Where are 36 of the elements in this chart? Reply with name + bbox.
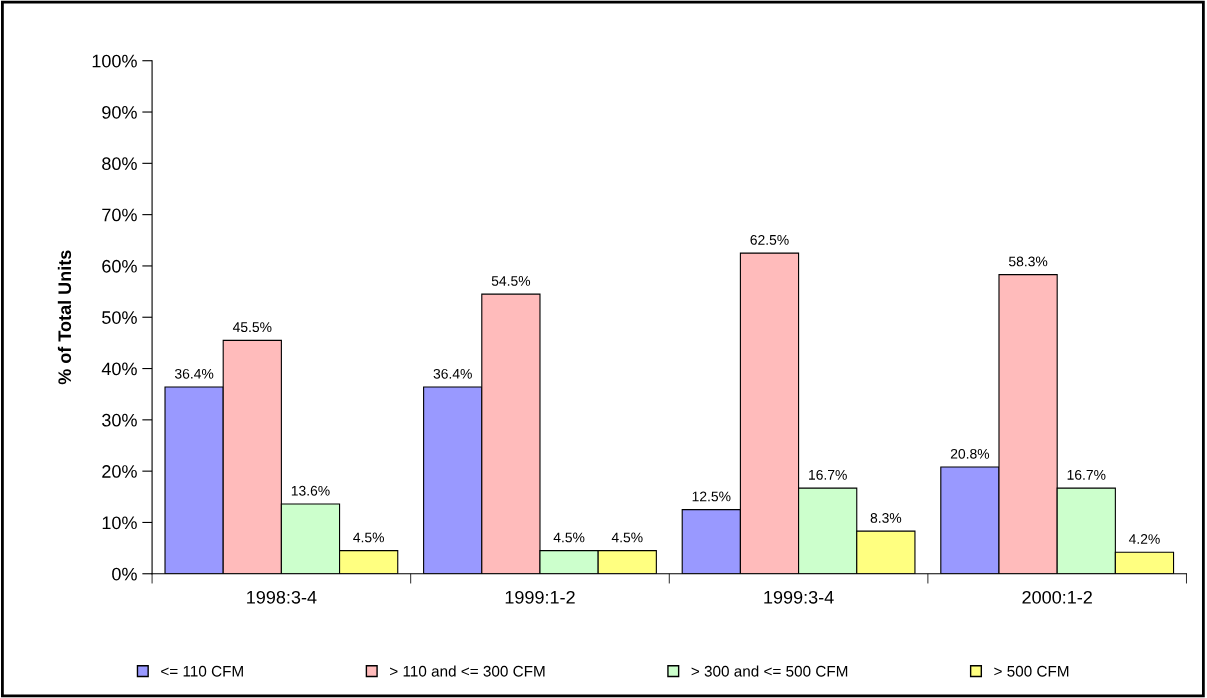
data-label: 58.3% (1008, 256, 1048, 267)
x-tick-label: 1999:1-2 (505, 590, 575, 604)
data-label: 4.5% (353, 532, 384, 543)
legend-label: > 110 and <= 300 CFM (390, 665, 545, 677)
legend-label: > 500 CFM (994, 665, 1069, 677)
data-label: 45.5% (232, 322, 272, 333)
y-tick-label: 70% (102, 208, 137, 222)
y-tick-label: 20% (102, 465, 137, 478)
data-label: 36.4% (174, 368, 214, 379)
data-label: 16.7% (1067, 469, 1106, 480)
x-tick-label: 1998:3-4 (247, 590, 317, 604)
y-tick-label: 0% (112, 567, 137, 581)
data-label: 20.8% (950, 448, 990, 459)
y-axis-title: % of Total Units (57, 250, 72, 385)
y-tick-label: 30% (102, 413, 137, 427)
y-tick-label: 100% (92, 54, 137, 68)
y-tick-label: 40% (101, 362, 137, 376)
data-label: 4.5% (611, 532, 643, 543)
data-label: 62.5% (750, 234, 789, 245)
data-label: 54.5% (491, 276, 531, 286)
x-tick-label: 2000:1-2 (1022, 590, 1092, 604)
legend-label: <= 110 CFM (161, 665, 243, 677)
y-tick-label: 50% (102, 311, 137, 324)
y-tick-label: 60% (102, 259, 137, 273)
data-label: 8.3% (870, 513, 902, 523)
y-tick-label: 90% (102, 105, 137, 119)
data-label: 4.2% (1128, 534, 1160, 544)
data-label: 16.7% (809, 469, 847, 480)
x-tick-label: 1999:3-4 (764, 590, 834, 604)
data-label: 13.6% (291, 485, 330, 496)
data-label: 36.4% (433, 368, 472, 379)
data-label: 12.5% (692, 491, 731, 502)
y-tick-label: 80% (102, 157, 137, 171)
y-tick-label: 10% (102, 516, 137, 530)
data-label: 4.5% (553, 532, 585, 543)
legend-label: > 300 and <= 500 CFM (691, 665, 848, 677)
